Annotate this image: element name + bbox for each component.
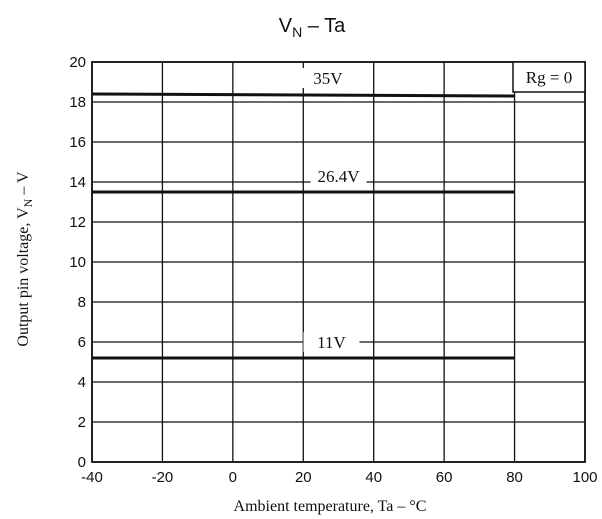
- grid: [91, 61, 586, 463]
- y-tick-label: 14: [69, 174, 86, 191]
- chart-title: VN – Ta: [279, 15, 346, 40]
- annotation-frame: [512, 61, 586, 93]
- x-tick-label: 100: [572, 469, 597, 486]
- x-tick-labels: -40 -20 0 20 40 60 80 100: [81, 469, 597, 486]
- series-label-bg: [303, 332, 360, 352]
- y-tick-label: 0: [78, 454, 86, 471]
- y-tick-label: 2: [78, 414, 86, 431]
- y-tick-label: 4: [78, 374, 86, 391]
- y-tick-label: 20: [69, 54, 86, 71]
- y-tick-label: 6: [78, 334, 86, 351]
- series-label: 11V: [317, 333, 346, 352]
- x-tick-label: 40: [365, 469, 382, 486]
- x-tick-label: 80: [506, 469, 523, 486]
- series-label-bg: [310, 166, 367, 186]
- y-tick-label: 18: [69, 94, 86, 111]
- annotation-box: Rg = 0: [512, 61, 586, 93]
- series-label: 35V: [313, 69, 343, 88]
- y-axis-label: Output pin voltage, VN – V: [15, 171, 35, 347]
- x-tick-label: -20: [152, 469, 174, 486]
- annotation-text: Rg = 0: [526, 68, 572, 87]
- series-label-bg: [299, 68, 356, 88]
- x-tick-label: 20: [295, 469, 312, 486]
- series-line: [91, 92, 515, 98]
- y-tick-label: 10: [69, 254, 86, 271]
- y-tick-label: 16: [69, 134, 86, 151]
- x-tick-label: 0: [229, 469, 237, 486]
- x-tick-label: 60: [436, 469, 453, 486]
- x-tick-label: -40: [81, 469, 103, 486]
- y-tick-label: 8: [78, 294, 86, 311]
- plot-frame: [91, 61, 586, 463]
- x-axis-label: Ambient temperature, Ta – °C: [234, 498, 427, 515]
- series-label: 26.4V: [317, 167, 360, 186]
- series-lines: 35V 26.4V 11V: [91, 68, 515, 360]
- y-tick-label: 12: [69, 214, 86, 231]
- y-tick-labels: 0 2 4 6 8 10 12 14 16 18 20: [69, 54, 86, 471]
